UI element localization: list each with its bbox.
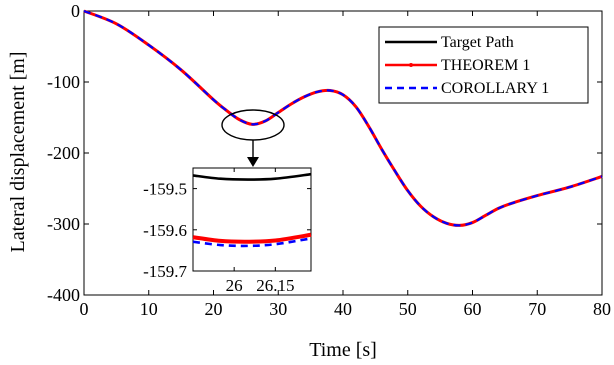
y-tick-label: -400 xyxy=(47,285,80,305)
inset-frame xyxy=(193,168,311,271)
y-tick-label: -300 xyxy=(47,214,80,234)
x-tick-label: 20 xyxy=(205,299,223,319)
x-tick-label: 0 xyxy=(80,299,89,319)
legend-label-corollary-1: COROLLARY 1 xyxy=(441,80,549,97)
x-tick-label: 70 xyxy=(528,299,546,319)
y-axis-label: Lateral displacement [m] xyxy=(7,51,29,252)
legend-marker-theorem-1 xyxy=(409,63,413,67)
inset-y-tick-label: -159.7 xyxy=(143,262,187,281)
x-tick-label: 40 xyxy=(334,299,352,319)
x-tick-label: 80 xyxy=(593,299,611,319)
inset-y-tick-label: -159.5 xyxy=(143,180,187,199)
inset-y-tick-label: -159.6 xyxy=(143,221,187,240)
inset-plot: 26 26.15 -159.5 -159.6 -159.7 xyxy=(143,168,311,295)
x-tick-label: 60 xyxy=(464,299,482,319)
inset-x-tick-label: 26 xyxy=(226,276,243,295)
x-axis-label: Time [s] xyxy=(309,339,377,361)
x-tick-label: 50 xyxy=(399,299,417,319)
x-tick-label: 30 xyxy=(269,299,287,319)
y-tick-label: -200 xyxy=(47,143,80,163)
y-tick-label: 0 xyxy=(71,1,80,21)
legend-label-theorem-1: THEOREM 1 xyxy=(441,57,530,74)
x-tick-label: 10 xyxy=(140,299,158,319)
legend: Target Path THEOREM 1 COROLLARY 1 xyxy=(379,27,588,103)
inset-x-tick-label: 26.15 xyxy=(256,276,294,295)
y-tick-label: -100 xyxy=(47,72,80,92)
legend-label-target-path: Target Path xyxy=(441,34,514,51)
